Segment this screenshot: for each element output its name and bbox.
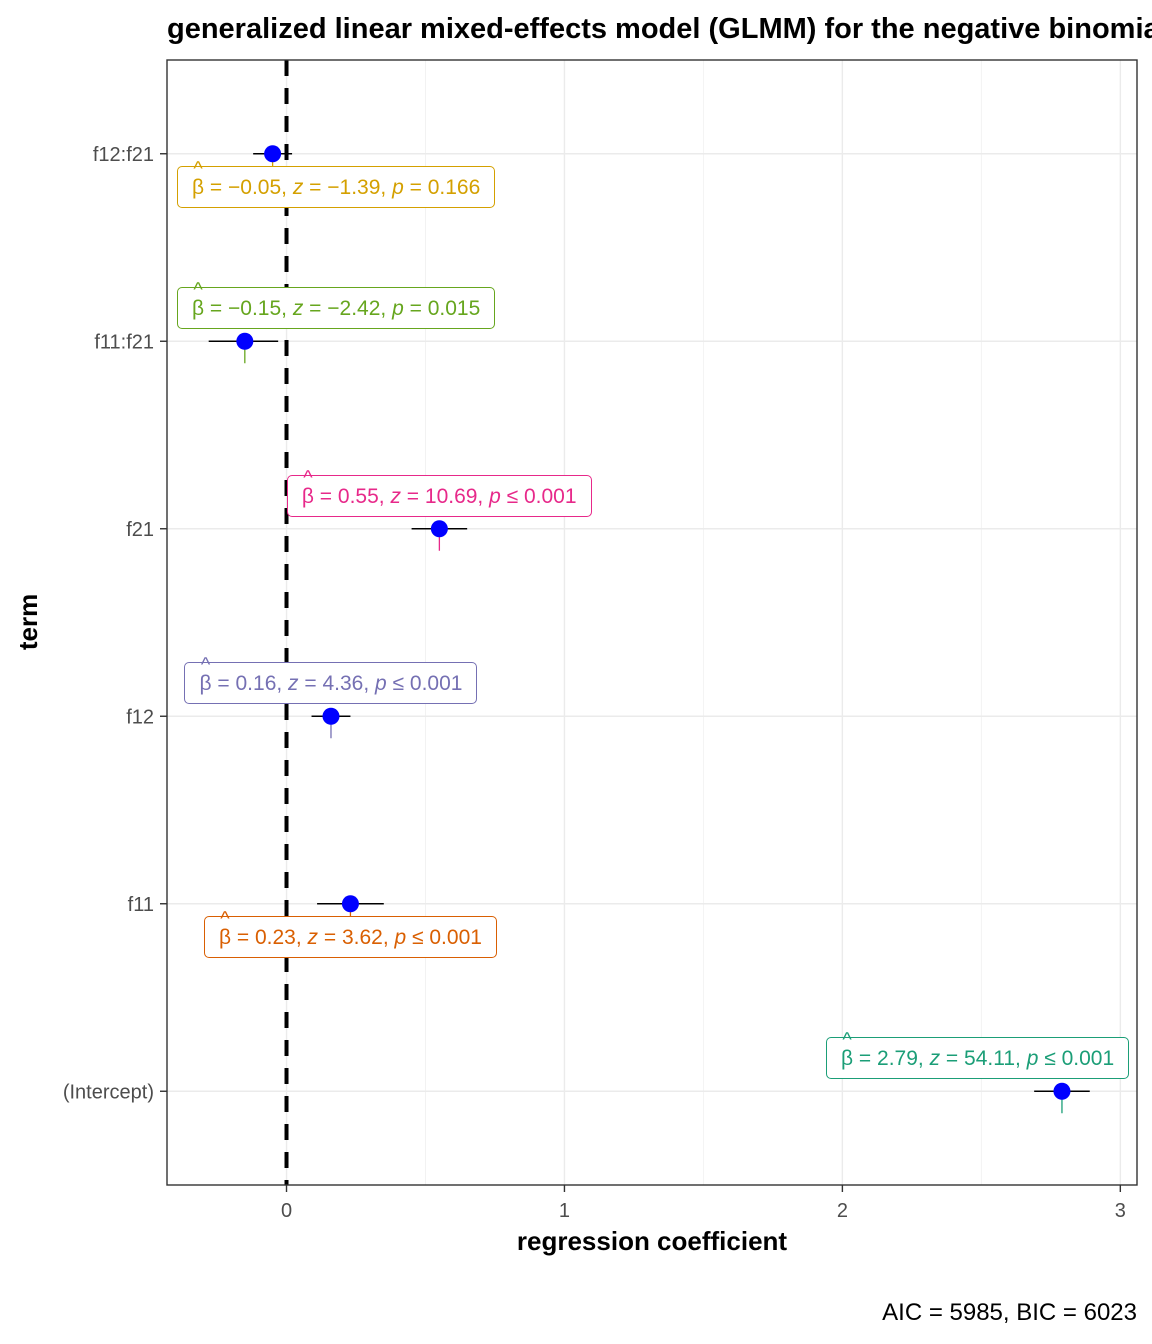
marks-layer <box>208 145 1090 1114</box>
z-symbol: z <box>292 175 304 199</box>
chart-title: generalized linear mixed-effects model (… <box>167 13 1152 45</box>
x-tick-label: 3 <box>1115 1200 1126 1222</box>
chart-caption: AIC = 5985, BIC = 6023 <box>882 1299 1137 1326</box>
y-tick-label: f12:f21 <box>93 144 154 166</box>
z-symbol: z <box>292 297 304 321</box>
plot-border <box>166 59 1138 1186</box>
y-tick-label: f11 <box>128 894 154 916</box>
x-tick-label: 0 <box>281 1200 292 1222</box>
p-symbol: p <box>1026 1047 1039 1071</box>
p-value: = 0.166 <box>403 175 481 199</box>
stat-label: β ^ = 2.79, z = 54.11, p ≤ 0.001 <box>826 1029 1130 1080</box>
y-tick-label: f11:f21 <box>94 331 154 353</box>
p-value: ≤ 0.001 <box>1038 1047 1115 1071</box>
z-value: = 10.69, <box>400 484 490 508</box>
y-tick-label: (Intercept) <box>63 1081 154 1103</box>
y-axis-title: term <box>13 594 43 650</box>
hat-accent: ^ <box>303 466 313 489</box>
stat-label: β ^ = 0.55, z = 10.69, p ≤ 0.001 <box>286 466 592 517</box>
p-symbol: p <box>375 672 387 696</box>
p-value: ≤ 0.001 <box>406 925 482 949</box>
stat-label: β ^ = 0.16, z = 4.36, p ≤ 0.001 <box>184 654 478 705</box>
beta-value: = 0.16, <box>211 672 289 696</box>
hat-accent: ^ <box>220 907 230 930</box>
y-tick-label: f12 <box>126 706 154 728</box>
stat-label: β ^ = −0.15, z = −2.42, p = 0.015 <box>177 279 496 330</box>
axes: 0 1 2 3 f12:f21 f11:f21 f21 f12 f11 (Intercept) <box>63 144 1126 1222</box>
beta-hat-symbol: β ^ <box>199 654 212 696</box>
x-axis-title: regression coefficient <box>517 1226 788 1256</box>
beta-hat-symbol: β ^ <box>192 157 205 199</box>
beta-hat-symbol: β ^ <box>218 907 232 949</box>
plot-panel <box>167 60 1137 1185</box>
beta-value: = −0.05, <box>204 175 293 199</box>
z-symbol: z <box>929 1047 941 1071</box>
estimate-point <box>430 520 448 538</box>
beta-hat-symbol: β ^ <box>301 466 314 508</box>
beta-value: = 0.55, <box>313 484 391 508</box>
estimate-point <box>1053 1082 1071 1100</box>
hat-accent: ^ <box>193 279 203 302</box>
x-tick-label: 2 <box>837 1200 848 1222</box>
stat-label: β ^ = 0.23, z = 3.62, p ≤ 0.001 <box>203 907 497 958</box>
estimate-point <box>264 145 282 163</box>
beta-hat-symbol: β ^ <box>841 1029 854 1071</box>
beta-value: = 2.79, <box>853 1047 930 1071</box>
z-value: = 4.36, <box>298 672 376 696</box>
estimate-point <box>236 332 254 350</box>
beta-value: = −0.15, <box>204 297 293 321</box>
hat-accent: ^ <box>200 654 211 677</box>
z-symbol: z <box>390 484 401 508</box>
p-value: = 0.015 <box>403 297 481 321</box>
beta-hat-symbol: β ^ <box>192 279 205 321</box>
z-value: = 3.62, <box>318 925 395 949</box>
z-value: = 54.11, <box>940 1047 1027 1071</box>
stat-label: β ^ = −0.05, z = −1.39, p = 0.166 <box>177 157 496 208</box>
estimate-point <box>322 707 340 725</box>
p-symbol: p <box>489 484 501 508</box>
p-value: ≤ 0.001 <box>500 484 577 508</box>
z-symbol: z <box>307 925 319 949</box>
z-value: = −2.42, <box>303 297 393 321</box>
p-symbol: p <box>392 175 404 199</box>
p-value: ≤ 0.001 <box>386 672 463 696</box>
p-symbol: p <box>394 925 407 949</box>
z-value: = −1.39, <box>303 175 393 199</box>
p-symbol: p <box>392 297 404 321</box>
hat-accent: ^ <box>842 1029 852 1052</box>
x-tick-label: 1 <box>559 1200 570 1222</box>
z-symbol: z <box>288 672 299 696</box>
y-tick-label: f21 <box>126 519 154 541</box>
estimate-point <box>341 895 359 913</box>
hat-accent: ^ <box>193 157 203 180</box>
beta-value: = 0.23, <box>231 925 308 949</box>
